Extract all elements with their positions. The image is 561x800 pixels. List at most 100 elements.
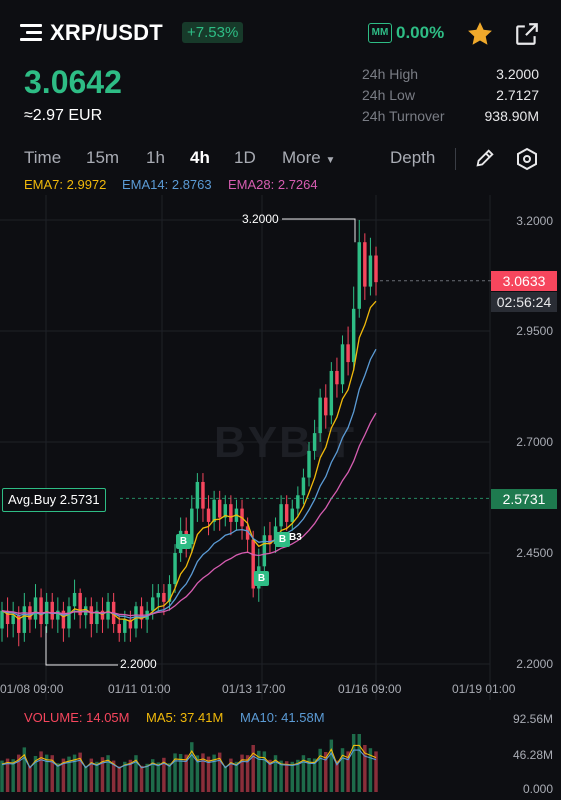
ema7-label: EMA7: 2.9972 [24, 177, 107, 192]
volume-ma10-label: MA10: 41.58M [240, 710, 325, 725]
volume-bar [173, 753, 177, 792]
y-tick-label: 2.2000 [516, 657, 553, 671]
tab-time[interactable]: Time [24, 148, 62, 167]
volume-bar [262, 751, 267, 792]
tab-15m[interactable]: 15m [86, 148, 120, 167]
candle-body [245, 526, 250, 540]
volume-y-tick: 46.28M [512, 748, 553, 762]
volume-bar [201, 753, 205, 792]
x-tick-label: 01/16 09:00 [338, 682, 402, 696]
candle-body [201, 481, 205, 509]
y-tick-label: 2.9500 [516, 324, 553, 338]
favorite-star-icon[interactable] [466, 20, 494, 48]
candle-body [117, 624, 121, 633]
candle-body [284, 504, 289, 522]
volume-bar [268, 759, 272, 792]
volume-bar [145, 763, 149, 792]
tab-depth[interactable]: Depth [390, 148, 436, 167]
change-badge: +7.53% [182, 22, 244, 43]
volume-bar [178, 754, 183, 792]
candle-body [301, 477, 306, 496]
volume-bar [5, 758, 10, 792]
volume-bar [368, 748, 373, 792]
settings-hexagon-icon[interactable] [515, 147, 539, 171]
volume-bar [240, 754, 244, 792]
volume-ma5-label: MA5: 37.41M [146, 710, 224, 725]
buy-marker[interactable]: B [275, 532, 290, 547]
x-tick-label: 01/11 01:00 [108, 682, 171, 696]
volume-y-tick: 92.56M [512, 712, 553, 726]
candle-body [357, 242, 361, 309]
tab-1d[interactable]: 1D [234, 148, 256, 167]
candlestick-chart[interactable] [0, 195, 561, 705]
volume-bar [100, 757, 105, 792]
candle-body [279, 504, 283, 527]
candle-body [33, 597, 38, 620]
candle-body [123, 619, 127, 633]
candle-body [212, 499, 216, 522]
candle-body [351, 308, 356, 363]
candle-body [307, 450, 311, 478]
pair-title[interactable]: XRP/USDT [50, 20, 163, 45]
volume-bar [184, 754, 188, 792]
volume-bar [117, 766, 121, 792]
candle-body [39, 597, 43, 625]
volume-bar [307, 758, 311, 792]
candle-body [346, 344, 350, 363]
volume-bar [296, 759, 300, 792]
mm-value[interactable]: 0.00% [396, 23, 445, 42]
volume-bar [217, 752, 222, 792]
candle-body [72, 592, 77, 607]
volume-bar [0, 760, 4, 792]
volume-bar [279, 760, 283, 792]
volume-bar [78, 752, 82, 792]
candle-body [374, 255, 378, 283]
tab-1h[interactable]: 1h [146, 148, 165, 167]
candle-body [268, 535, 272, 545]
x-tick-label: 01/19 01:00 [452, 682, 516, 696]
divider [455, 148, 456, 170]
candle-body [89, 606, 94, 625]
volume-bar [11, 759, 15, 792]
buy-marker[interactable]: B [254, 571, 269, 586]
low-leader-line [45, 626, 118, 666]
candle-body [190, 508, 194, 545]
candle-body [363, 242, 367, 287]
stat-high-value: 3.2000 [496, 66, 539, 82]
buy-marker[interactable]: B [176, 534, 191, 549]
candle-body [324, 397, 328, 416]
high-leader-line [282, 218, 356, 243]
stat-low-value: 2.7127 [496, 87, 539, 103]
candle-body [156, 592, 161, 598]
volume-bar [245, 755, 250, 792]
avg-buy-label[interactable]: Avg.Buy 2.5731 [2, 488, 106, 512]
volume-bar [123, 761, 127, 792]
volume-bar [84, 765, 88, 792]
candle-body [128, 619, 133, 629]
share-external-icon[interactable] [514, 21, 540, 47]
volume-bar [61, 758, 66, 792]
candle-body [5, 610, 10, 625]
volume-bar [95, 761, 99, 792]
pencil-draw-icon[interactable] [474, 147, 496, 169]
tab-more[interactable]: More ▼ [282, 148, 335, 168]
volume-bar [290, 761, 294, 792]
current-price-tag: 3.0633 [491, 271, 557, 291]
volume-ma5-line [1, 744, 377, 769]
volume-bar [335, 760, 339, 792]
ema28-label: EMA28: 2.7264 [228, 177, 318, 192]
menu-icon[interactable] [20, 24, 42, 42]
candle-body [290, 508, 294, 522]
volume-y-tick: 0.000 [522, 782, 553, 796]
volume-chart [0, 734, 378, 792]
candle-countdown: 02:56:24 [491, 292, 557, 312]
volume-bar [56, 763, 60, 792]
volume-bar [251, 745, 255, 792]
mm-icon[interactable]: MM [368, 23, 392, 43]
stat-high-label: 24h High [362, 66, 419, 82]
volume-bar [50, 755, 54, 792]
tab-4h[interactable]: 4h [190, 148, 210, 167]
volume-bar [301, 755, 306, 792]
candle-body [368, 255, 373, 287]
volume-bar [33, 756, 38, 792]
